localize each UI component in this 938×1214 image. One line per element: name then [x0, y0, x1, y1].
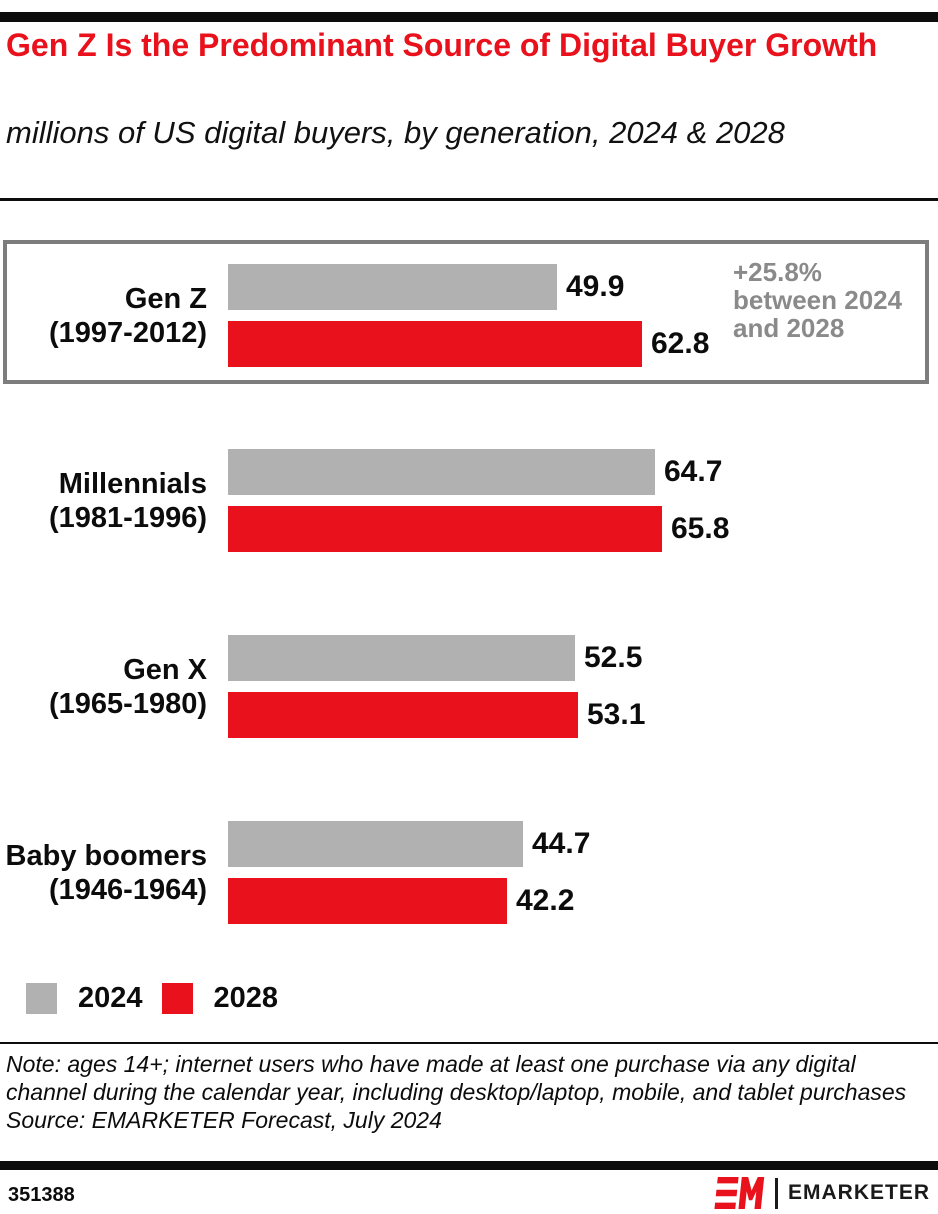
bar-2028-gen-z: [228, 321, 642, 367]
category-years: (1946-1964): [49, 873, 207, 906]
category-label-gen-z: Gen Z (1997-2012): [0, 264, 207, 367]
bar-2028-gen-x: [228, 692, 578, 738]
bar-2024-gen-x: [228, 635, 575, 681]
chart-id: 351388: [8, 1184, 75, 1206]
value-label-2024-gen-x: 52.5: [584, 641, 643, 674]
legend: 2024 2028: [26, 982, 278, 1015]
value-label-2024-baby-boomers: 44.7: [532, 827, 591, 860]
category-name: Gen X: [123, 653, 207, 686]
legend-swatch-2028: [161, 983, 193, 1014]
bar-row-2028: 65.8: [228, 506, 729, 552]
bar-2028-millennials: [228, 506, 662, 552]
bar-2024-baby-boomers: [228, 821, 523, 867]
category-years: (1965-1980): [49, 687, 207, 720]
bar-row-2024: 44.7: [228, 821, 590, 867]
annotation-line-1: +25.8%: [733, 257, 822, 287]
bar-row-2024: 64.7: [228, 449, 722, 495]
annotation-line-2: between 2024: [733, 285, 903, 315]
bar-2024-gen-z: [228, 264, 557, 310]
bar-row-2028: 62.8: [228, 321, 709, 367]
brand-name: EMARKETER: [787, 1181, 930, 1204]
growth-annotation: +25.8% between 2024 and 2028: [733, 258, 929, 342]
value-label-2028-millennials: 65.8: [671, 512, 730, 545]
bar-group-millennials: Millennials (1981-1996) 64.7 65.8: [0, 449, 938, 552]
category-years: (1997-2012): [49, 316, 207, 349]
emarketer-logo-icon: [714, 1177, 765, 1209]
bar-row-2028: 42.2: [228, 878, 574, 924]
category-label-millennials: Millennials (1981-1996): [0, 449, 207, 552]
footnote-divider: [0, 1042, 938, 1044]
bar-2028-baby-boomers: [228, 878, 507, 924]
legend-swatch-2024: [26, 983, 57, 1014]
value-label-2024-millennials: 64.7: [664, 455, 723, 488]
bar-row-2024: 52.5: [228, 635, 642, 681]
legend-label-2024: 2024: [78, 982, 143, 1014]
category-years: (1981-1996): [49, 501, 207, 534]
header-divider: [0, 198, 938, 201]
annotation-line-3: and 2028: [733, 313, 845, 343]
bar-group-gen-z: Gen Z (1997-2012) 49.9 62.8: [0, 264, 938, 367]
category-name: Gen Z: [124, 282, 207, 315]
genz-highlight-box: [3, 240, 929, 384]
brand-lockup: EMARKETER: [713, 1176, 930, 1210]
value-label-2028-baby-boomers: 42.2: [516, 884, 575, 917]
bar-row-2024: 49.9: [228, 264, 624, 310]
value-label-2024-gen-z: 49.9: [566, 270, 625, 303]
bar-2024-millennials: [228, 449, 655, 495]
bar-group-baby-boomers: Baby boomers (1946-1964) 44.7 42.2: [0, 821, 938, 924]
category-name: Millennials: [58, 467, 207, 500]
chart-subtitle: millions of US digital buyers, by genera…: [6, 115, 785, 150]
bar-row-2028: 53.1: [228, 692, 645, 738]
source-text: Source: EMARKETER Forecast, July 2024: [6, 1107, 442, 1133]
value-label-2028-gen-x: 53.1: [587, 698, 646, 731]
footnote: Note: ages 14+; internet users who have …: [6, 1050, 922, 1134]
value-label-2028-gen-z: 62.8: [651, 327, 710, 360]
category-label-baby-boomers: Baby boomers (1946-1964): [0, 821, 207, 924]
footer-accent-bar: [0, 1161, 938, 1170]
legend-label-2028: 2028: [213, 982, 279, 1014]
chart-title: Gen Z Is the Predominant Source of Digit…: [6, 27, 878, 63]
category-name: Baby boomers: [5, 839, 207, 872]
category-label-gen-x: Gen X (1965-1980): [0, 635, 207, 738]
bar-group-gen-x: Gen X (1965-1980) 52.5 53.1: [0, 635, 938, 738]
note-text: Note: ages 14+; internet users who have …: [6, 1051, 907, 1105]
top-accent-bar: [0, 12, 938, 22]
brand-separator: [774, 1177, 778, 1209]
